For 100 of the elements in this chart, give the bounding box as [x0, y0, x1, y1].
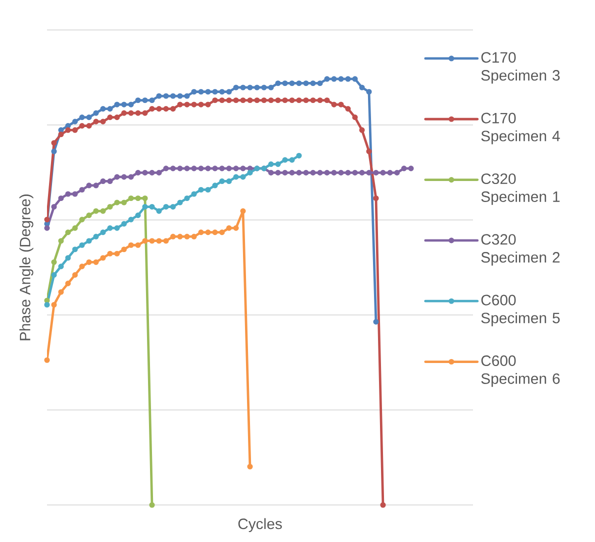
- point: [303, 97, 309, 104]
- point: [233, 225, 239, 231]
- point: [184, 234, 190, 240]
- point: [163, 106, 169, 112]
- point: [226, 178, 232, 184]
- point: [65, 191, 71, 197]
- point: [79, 186, 85, 193]
- point: [338, 76, 344, 82]
- point: [366, 148, 372, 154]
- point: [58, 127, 64, 133]
- point: [296, 80, 302, 86]
- point: [359, 84, 365, 90]
- point: [205, 88, 211, 95]
- point: [114, 200, 120, 206]
- point: [107, 106, 113, 112]
- point: [135, 195, 141, 202]
- point: [128, 216, 134, 222]
- point: [233, 84, 239, 90]
- point: [93, 234, 99, 240]
- point: [107, 250, 113, 256]
- point: [51, 272, 57, 278]
- point: [107, 178, 113, 184]
- point: [219, 97, 225, 104]
- point: [86, 123, 92, 129]
- point: [79, 123, 85, 129]
- point: [114, 225, 120, 231]
- point: [58, 289, 64, 295]
- point: [72, 127, 78, 133]
- point: [268, 84, 274, 90]
- x-axis-title: Cycles: [238, 518, 282, 532]
- point: [65, 230, 71, 236]
- point: [226, 166, 232, 172]
- point: [79, 216, 85, 222]
- point: [163, 204, 169, 210]
- point: [324, 97, 330, 104]
- point: [268, 97, 274, 104]
- point: [72, 118, 78, 124]
- point: [317, 170, 323, 176]
- point: [114, 102, 120, 108]
- point: [240, 166, 246, 172]
- point: [128, 195, 134, 202]
- point: [331, 102, 337, 108]
- point: [121, 110, 127, 116]
- point: [149, 502, 155, 508]
- point: [142, 204, 148, 210]
- point: [86, 182, 92, 188]
- point: [373, 319, 379, 325]
- point: [198, 186, 204, 193]
- point: [170, 166, 176, 172]
- point: [79, 264, 85, 270]
- point: [184, 166, 190, 172]
- point: [121, 174, 127, 180]
- point: [177, 200, 183, 206]
- point: [121, 102, 127, 108]
- point: [191, 88, 197, 95]
- point: [184, 102, 190, 108]
- point: [156, 238, 162, 244]
- point: [149, 170, 155, 176]
- point: [107, 225, 113, 231]
- point: [177, 102, 183, 108]
- point: [408, 166, 414, 172]
- point: [163, 166, 169, 172]
- point: [121, 221, 127, 227]
- point: [387, 170, 393, 176]
- point: [191, 102, 197, 108]
- point: [275, 170, 281, 176]
- point: [212, 230, 218, 236]
- point: [100, 255, 106, 261]
- point: [205, 230, 211, 236]
- point: [100, 230, 106, 236]
- point: [212, 166, 218, 172]
- point: [128, 174, 134, 180]
- point: [44, 357, 50, 363]
- point: [296, 170, 302, 176]
- point: [128, 110, 134, 116]
- point: [51, 302, 57, 308]
- point: [394, 170, 400, 176]
- point: [44, 225, 50, 231]
- point: [128, 242, 134, 248]
- y-axis-title: Phase Angle (Degree): [19, 194, 34, 340]
- point: [72, 225, 78, 231]
- point: [58, 195, 64, 202]
- point: [184, 195, 190, 202]
- point: [135, 212, 141, 218]
- point: [324, 170, 330, 176]
- point: [156, 93, 162, 99]
- point: [282, 80, 288, 86]
- point: [100, 106, 106, 112]
- point: [240, 84, 246, 90]
- point: [282, 170, 288, 176]
- point: [261, 97, 267, 104]
- point: [317, 80, 323, 86]
- point: [65, 280, 71, 286]
- point: [79, 242, 85, 248]
- point: [135, 242, 141, 248]
- point: [359, 170, 365, 176]
- point: [289, 97, 295, 104]
- point: [72, 272, 78, 278]
- point: [177, 166, 183, 172]
- point: [401, 166, 407, 172]
